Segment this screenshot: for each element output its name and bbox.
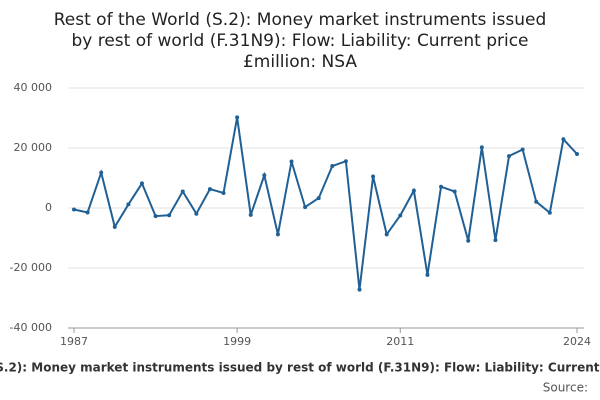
data-point (466, 238, 471, 243)
data-point (575, 152, 579, 156)
data-point (493, 238, 498, 243)
data-point (534, 199, 539, 204)
data-point (411, 188, 416, 193)
data-point (330, 164, 335, 168)
data-point (343, 159, 348, 164)
x-tick-label: 1999 (223, 335, 251, 348)
data-point (439, 184, 444, 189)
data-point (207, 187, 212, 192)
data-point (153, 214, 158, 219)
data-point (452, 189, 457, 194)
y-tick-label: 40 000 (14, 81, 53, 94)
data-point (398, 213, 403, 218)
chart-title: £million: NSA (243, 52, 357, 72)
data-point (303, 205, 308, 210)
data-point (99, 170, 104, 175)
y-tick-label: -20 000 (10, 261, 52, 274)
data-point (289, 159, 294, 164)
data-point (262, 173, 267, 178)
data-point (479, 145, 484, 150)
data-point (357, 287, 362, 292)
data-line (73, 117, 578, 290)
data-point (167, 213, 172, 218)
data-point (85, 210, 90, 215)
data-point (520, 147, 525, 152)
chart-title: Rest of the World (S.2): Money market in… (54, 10, 547, 30)
data-point (371, 174, 376, 179)
data-point (275, 232, 280, 237)
x-tick-label: 1987 (60, 335, 88, 348)
data-point (139, 181, 144, 186)
data-point (221, 191, 226, 195)
data-point (194, 211, 199, 216)
data-point (235, 115, 240, 120)
data-point (126, 202, 131, 207)
data-point (112, 224, 117, 229)
data-point (72, 207, 76, 212)
x-tick-label: 2011 (386, 335, 414, 348)
source-text: Source: (543, 381, 588, 395)
data-point (561, 137, 566, 142)
footer-text: Rest of the World (S.2): Money market in… (0, 361, 600, 375)
y-tick-label: 0 (45, 201, 52, 214)
y-tick-label: -40 000 (10, 321, 52, 334)
y-tick-label: 20 000 (14, 141, 53, 154)
data-point (507, 154, 512, 159)
data-point (316, 196, 321, 201)
data-point (384, 232, 389, 237)
data-point (180, 189, 185, 194)
data-point (425, 272, 430, 277)
chart-title: by rest of world (F.31N9): Flow: Liabili… (71, 31, 528, 51)
data-point (547, 210, 552, 215)
data-point (248, 212, 253, 217)
x-tick-label: 2024 (563, 335, 591, 348)
